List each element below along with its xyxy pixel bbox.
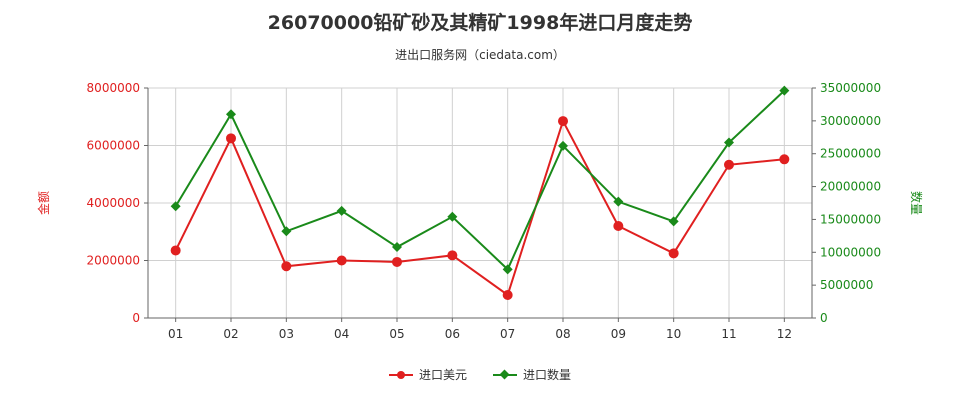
data-point-qty bbox=[170, 201, 181, 212]
x-tick-label: 02 bbox=[223, 327, 238, 341]
legend-swatch-qty bbox=[493, 369, 517, 381]
series-line-usd bbox=[174, 118, 785, 297]
data-point-usd bbox=[226, 133, 236, 144]
x-tick-label: 05 bbox=[389, 327, 404, 341]
legend-label-qty: 进口数量 bbox=[523, 368, 572, 382]
data-point-qty bbox=[779, 85, 790, 96]
x-tick-label: 11 bbox=[721, 327, 736, 341]
y-left-tick-label: 0 bbox=[132, 311, 140, 325]
data-point-usd bbox=[447, 250, 458, 261]
y-right-tick-label: 35000000 bbox=[820, 81, 881, 95]
chart-subtitle: 进出口服务网（ciedata.com） bbox=[395, 48, 565, 62]
data-point-qty bbox=[613, 196, 624, 207]
data-point-qty bbox=[558, 140, 568, 151]
y-right-tick-label: 0 bbox=[820, 311, 828, 325]
data-point-usd bbox=[613, 221, 624, 231]
x-tick-label: 09 bbox=[611, 327, 626, 341]
data-point-qty bbox=[668, 216, 679, 227]
data-point-usd bbox=[779, 154, 790, 165]
x-tick-label: 03 bbox=[279, 327, 294, 341]
y-left-tick-label: 6000000 bbox=[87, 139, 140, 153]
data-point-qty bbox=[226, 109, 236, 120]
data-point-usd bbox=[502, 290, 513, 300]
data-point-qty bbox=[724, 137, 734, 148]
y-left-axis-label: 金额 bbox=[36, 191, 51, 215]
x-tick-label: 12 bbox=[777, 327, 792, 341]
data-point-usd bbox=[170, 245, 181, 256]
legend-swatch-usd bbox=[388, 369, 413, 381]
data-point-usd bbox=[668, 248, 679, 259]
y-right-tick-label: 10000000 bbox=[820, 245, 881, 259]
y-left-tick-label: 2000000 bbox=[87, 254, 140, 268]
x-tick-label: 10 bbox=[666, 327, 681, 341]
chart-title: 26070000铅矿砂及其精矿1998年进口月度走势 bbox=[267, 12, 693, 34]
data-point-qty bbox=[336, 205, 347, 216]
data-point-qty bbox=[392, 242, 402, 253]
x-tick-label: 08 bbox=[555, 327, 570, 341]
y-right-tick-label: 15000000 bbox=[820, 212, 881, 226]
data-point-usd bbox=[392, 256, 402, 267]
y-right-tick-label: 25000000 bbox=[820, 147, 881, 161]
x-tick-label: 07 bbox=[500, 327, 515, 341]
data-point-usd bbox=[336, 255, 347, 266]
y-right-tick-label: 5000000 bbox=[820, 278, 873, 292]
data-point-qty bbox=[502, 264, 513, 275]
y-right-tick-label: 30000000 bbox=[820, 114, 881, 128]
legend-label-usd: 进口美元 bbox=[418, 368, 467, 382]
legend-item-usd[interactable]: 进口美元 bbox=[388, 366, 467, 383]
data-point-qty bbox=[281, 226, 292, 237]
series-line-qty bbox=[174, 89, 786, 272]
y-left-tick-label: 4000000 bbox=[87, 196, 140, 210]
data-point-qty bbox=[447, 211, 458, 222]
y-left-tick-label: 8000000 bbox=[87, 81, 140, 95]
data-point-usd bbox=[558, 116, 568, 127]
legend-item-qty[interactable]: 进口数量 bbox=[493, 366, 571, 383]
legend: 进口美元 进口数量 bbox=[0, 366, 960, 383]
y-right-axis-label: 数量 bbox=[909, 191, 924, 215]
data-point-usd bbox=[724, 159, 734, 170]
x-tick-label: 04 bbox=[334, 327, 349, 341]
data-point-usd bbox=[281, 261, 292, 272]
y-right-tick-label: 20000000 bbox=[820, 180, 881, 194]
x-tick-label: 06 bbox=[445, 327, 460, 341]
x-tick-label: 01 bbox=[168, 327, 183, 341]
